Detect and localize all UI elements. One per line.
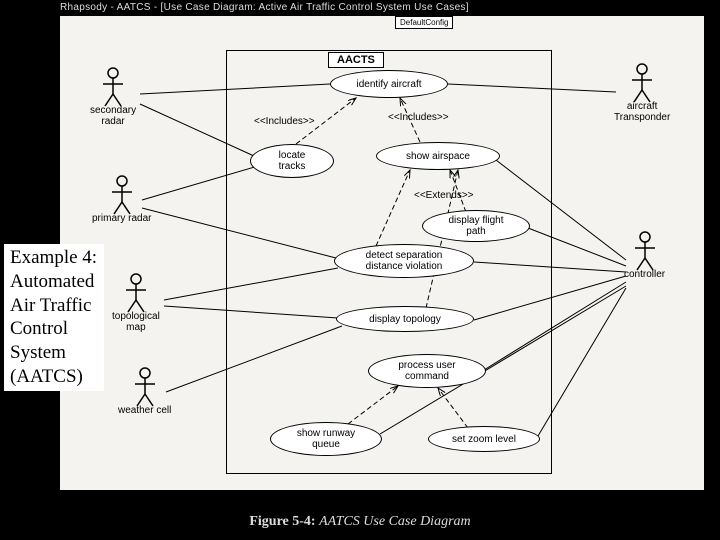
actor-topo_map: topologicalmap xyxy=(112,272,160,333)
usecase-airspace: show airspace xyxy=(376,142,500,170)
side-caption: Example 4: Automated Air Traffic Control… xyxy=(4,244,104,391)
system-label: AACTS xyxy=(328,52,384,68)
usecase-topology: display topology xyxy=(336,306,474,332)
actor-primary: primary radar xyxy=(92,174,151,225)
stereotype-inc1: <<Includes>> xyxy=(254,116,315,127)
canvas-layer: AACTS identify aircraft locatetracks show … xyxy=(58,14,706,492)
usecase-runway: show runwayqueue xyxy=(270,422,382,456)
stereotype-ext: <<Extends>> xyxy=(414,190,474,201)
usecase-locate: locatetracks xyxy=(250,144,334,178)
figure-title: AATCS Use Case Diagram xyxy=(319,514,471,529)
stereotype-inc2: <<Includes>> xyxy=(388,112,449,123)
actor-weather: weather cell xyxy=(118,366,171,417)
actor-transponder: aircraftTransponder xyxy=(614,62,670,123)
figure-caption: Figure 5-4: AATCS Use Case Diagram xyxy=(0,514,720,530)
figure-number: Figure 5-4: xyxy=(249,514,315,529)
usecase-identify: identify aircraft xyxy=(330,70,448,98)
window-title: Rhapsody - AATCS - [Use Case Diagram: Ac… xyxy=(60,2,469,13)
actor-secondary: secondaryradar xyxy=(90,66,136,127)
usecase-flight: display flightpath xyxy=(422,210,530,242)
usecase-zoom: set zoom level xyxy=(428,426,540,452)
usecase-process: process usercommand xyxy=(368,354,486,388)
usecase-detect: detect separationdistance violation xyxy=(334,244,474,278)
actor-controller: controller xyxy=(624,230,665,281)
